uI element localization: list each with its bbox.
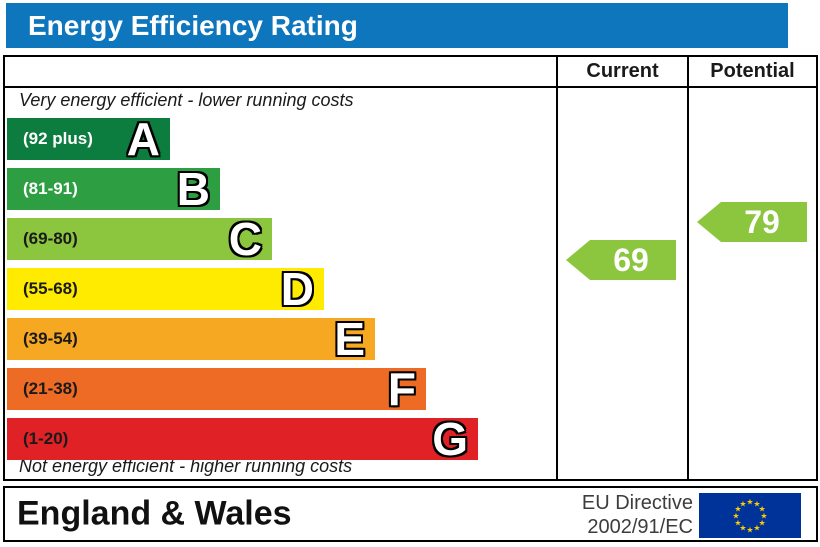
caption-very-efficient: Very energy efficient - lower running co… xyxy=(19,90,354,110)
svg-text:★: ★ xyxy=(759,519,766,528)
caption-not-efficient: Not energy efficient - higher running co… xyxy=(19,456,353,476)
band-g-letter: G xyxy=(432,413,468,465)
header-row-divider xyxy=(5,86,816,88)
band-g: (1-20) G xyxy=(7,413,478,465)
band-a-range: (92 plus) xyxy=(23,129,93,148)
band-e: (39-54) E xyxy=(7,313,375,365)
band-d: (55-68) D xyxy=(7,263,324,315)
footer-bar: England & Wales EU Directive 2002/91/EC … xyxy=(3,486,818,542)
svg-text:★: ★ xyxy=(734,519,741,528)
band-d-letter: D xyxy=(280,263,314,315)
current-rating-value: 69 xyxy=(613,242,649,278)
svg-text:★: ★ xyxy=(739,524,746,533)
current-column-header: Current xyxy=(586,60,659,82)
svg-text:★: ★ xyxy=(759,505,766,514)
svg-text:★: ★ xyxy=(760,512,767,521)
current-rating-arrow: 69 xyxy=(566,240,676,280)
svg-text:★: ★ xyxy=(746,498,753,507)
svg-text:★: ★ xyxy=(734,505,741,514)
band-g-range: (1-20) xyxy=(23,429,69,448)
band-a-letter: A xyxy=(126,113,160,165)
band-f-letter: F xyxy=(387,363,416,415)
title-bar: Energy Efficiency Rating xyxy=(6,3,788,48)
svg-text:★: ★ xyxy=(739,499,746,508)
svg-text:★: ★ xyxy=(746,526,753,535)
band-d-range: (55-68) xyxy=(23,279,78,298)
band-c-range: (69-80) xyxy=(23,229,78,248)
band-a: (92 plus) A xyxy=(7,113,170,165)
band-b: (81-91) B xyxy=(7,163,220,215)
page-title: Energy Efficiency Rating xyxy=(28,10,358,41)
rating-table: Current Potential Very energy efficient … xyxy=(3,55,818,481)
svg-text:★: ★ xyxy=(732,512,739,521)
region-label: England & Wales xyxy=(17,494,292,533)
band-e-range: (39-54) xyxy=(23,329,78,348)
svg-text:★: ★ xyxy=(753,524,760,533)
band-f: (21-38) F xyxy=(7,363,426,415)
band-e-letter: E xyxy=(334,313,365,365)
eu-directive-label: EU Directive 2002/91/EC xyxy=(475,491,693,539)
band-f-range: (21-38) xyxy=(23,379,78,398)
band-c-letter: C xyxy=(228,213,262,265)
potential-column-header: Potential xyxy=(710,60,795,82)
column-divider-potential xyxy=(687,57,689,479)
band-b-range: (81-91) xyxy=(23,179,78,198)
column-divider-current xyxy=(556,57,558,479)
eu-directive-line2: 2002/91/EC xyxy=(587,516,693,538)
eu-directive-line1: EU Directive xyxy=(581,492,693,514)
potential-rating-arrow: 79 xyxy=(697,202,807,242)
svg-text:★: ★ xyxy=(753,499,760,508)
band-b-letter: B xyxy=(176,163,210,215)
eu-flag-icon: ★ ★ ★ ★ ★ ★ ★ ★ ★ ★ ★ ★ xyxy=(699,493,801,538)
band-c: (69-80) C xyxy=(7,213,272,265)
potential-rating-value: 79 xyxy=(744,204,780,240)
